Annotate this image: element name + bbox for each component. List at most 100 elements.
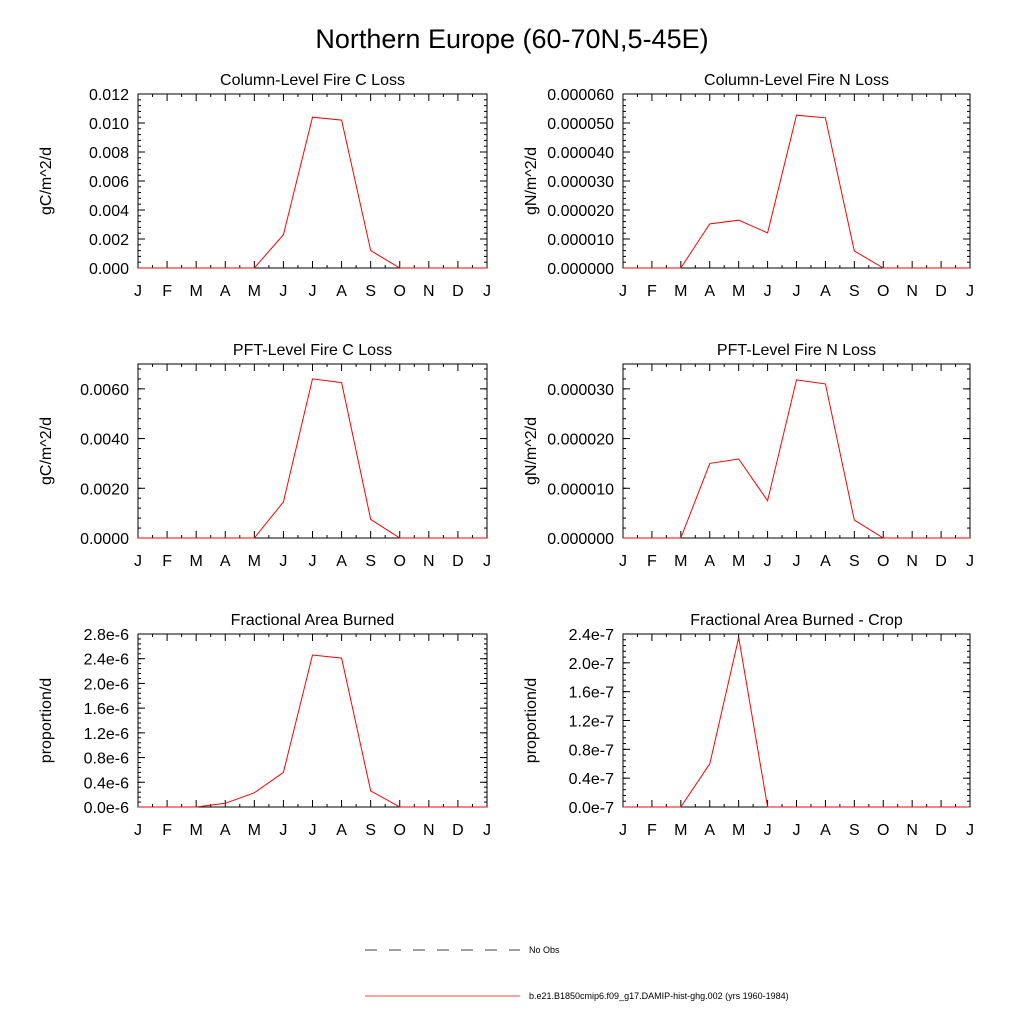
x-tick-label: M: [674, 822, 687, 839]
plot-frame: [622, 633, 971, 808]
y-tick-label: 0.0020: [80, 481, 129, 498]
legend-label-model: b.e21.B1850cmip6.f09_g17.DAMIP-hist-ghg.…: [529, 991, 789, 1001]
y-tick-label: 0.000020: [547, 203, 614, 220]
y-tick-label: 1.2e-7: [569, 714, 614, 731]
x-tick-label: O: [394, 553, 406, 570]
y-tick-label: 0.000010: [547, 481, 614, 498]
x-tick-label: J: [619, 822, 627, 839]
y-axis-label: proportion/d: [38, 678, 55, 763]
legend-label-no-obs: No Obs: [529, 945, 560, 955]
y-tick-label: 2.8e-6: [84, 627, 129, 644]
x-tick-label: J: [793, 553, 801, 570]
plot-frame: [137, 93, 488, 269]
x-tick-label: J: [483, 283, 491, 300]
x-tick-label: J: [619, 553, 627, 570]
x-tick-label: J: [309, 283, 317, 300]
y-tick-label: 0.4e-6: [84, 775, 129, 792]
x-tick-label: F: [647, 822, 657, 839]
plot-frame: [137, 363, 488, 539]
x-tick-label: J: [309, 822, 317, 839]
x-tick-label: A: [820, 283, 831, 300]
y-tick-label: 0.4e-7: [569, 771, 614, 788]
x-tick-label: F: [647, 553, 657, 570]
x-tick-label: A: [820, 822, 831, 839]
y-tick-label: 2.0e-6: [84, 676, 129, 693]
x-tick-label: M: [248, 283, 261, 300]
x-tick-label: J: [279, 283, 287, 300]
x-tick-label: J: [309, 553, 317, 570]
x-tick-label: J: [279, 822, 287, 839]
x-tick-label: J: [134, 822, 142, 839]
x-tick-label: J: [764, 553, 772, 570]
y-tick-label: 0.000020: [547, 432, 614, 449]
panel-title: Column-Level Fire N Loss: [704, 72, 889, 89]
y-tick-label: 2.4e-7: [569, 627, 614, 644]
x-tick-label: M: [732, 283, 745, 300]
x-tick-label: O: [394, 822, 406, 839]
y-axis-label: gN/m^2/d: [523, 417, 540, 485]
x-tick-label: M: [248, 553, 261, 570]
x-tick-label: S: [365, 553, 376, 570]
y-tick-label: 0.000030: [547, 382, 614, 399]
x-tick-label: D: [935, 822, 947, 839]
panel-fractional-area-burned-crop: Fractional Area Burned - Crop proportion/…: [523, 612, 974, 839]
x-tick-label: A: [820, 553, 831, 570]
y-tick-label: 1.6e-7: [569, 685, 614, 702]
panel-title: PFT-Level Fire N Loss: [717, 342, 876, 359]
x-tick-label: J: [483, 553, 491, 570]
y-tick-label: 0.004: [89, 203, 129, 220]
x-tick-label: A: [704, 822, 715, 839]
x-tick-label: O: [877, 822, 889, 839]
x-tick-label: F: [162, 283, 172, 300]
x-tick-label: A: [704, 283, 715, 300]
y-tick-label: 0.0000: [80, 531, 129, 548]
x-tick-label: A: [336, 553, 347, 570]
x-tick-label: J: [793, 283, 801, 300]
y-axis-label: gC/m^2/d: [38, 417, 55, 485]
x-tick-label: S: [365, 822, 376, 839]
x-tick-label: O: [394, 283, 406, 300]
x-tick-label: S: [849, 553, 860, 570]
x-tick-label: N: [423, 283, 435, 300]
y-tick-label: 2.0e-7: [569, 656, 614, 673]
x-tick-label: J: [134, 553, 142, 570]
y-tick-label: 2.4e-6: [84, 652, 129, 669]
x-tick-label: F: [647, 283, 657, 300]
y-tick-label: 0.000: [89, 261, 129, 278]
x-tick-label: O: [877, 283, 889, 300]
x-tick-label: D: [452, 822, 464, 839]
x-tick-label: M: [248, 822, 261, 839]
y-axis-label: gN/m^2/d: [523, 147, 540, 215]
x-tick-label: N: [906, 822, 918, 839]
x-tick-label: J: [134, 283, 142, 300]
x-tick-label: N: [906, 283, 918, 300]
y-tick-label: 0.0e-7: [569, 800, 614, 817]
x-tick-label: J: [764, 283, 772, 300]
series-line: [623, 114, 970, 269]
x-tick-label: M: [732, 553, 745, 570]
x-tick-label: A: [220, 553, 231, 570]
x-tick-label: A: [704, 553, 715, 570]
figure-title: Northern Europe (60-70N,5-45E): [315, 24, 708, 54]
panel-title: PFT-Level Fire C Loss: [233, 342, 392, 359]
y-tick-label: 0.012: [89, 87, 129, 104]
series-line: [138, 654, 487, 808]
legend: No Obs b.e21.B1850cmip6.f09_g17.DAMIP-hi…: [365, 945, 789, 1001]
x-tick-label: F: [162, 553, 172, 570]
x-tick-label: J: [966, 283, 974, 300]
series-line: [623, 637, 970, 808]
x-tick-label: S: [849, 283, 860, 300]
panel-title: Column-Level Fire C Loss: [220, 72, 405, 89]
y-tick-label: 0.000030: [547, 174, 614, 191]
y-tick-label: 0.0060: [80, 382, 129, 399]
y-tick-label: 1.2e-6: [84, 726, 129, 743]
x-tick-label: A: [336, 283, 347, 300]
y-axis-label: gC/m^2/d: [38, 147, 55, 215]
y-tick-label: 0.000040: [547, 145, 614, 162]
x-tick-label: D: [452, 553, 464, 570]
x-tick-label: J: [279, 553, 287, 570]
